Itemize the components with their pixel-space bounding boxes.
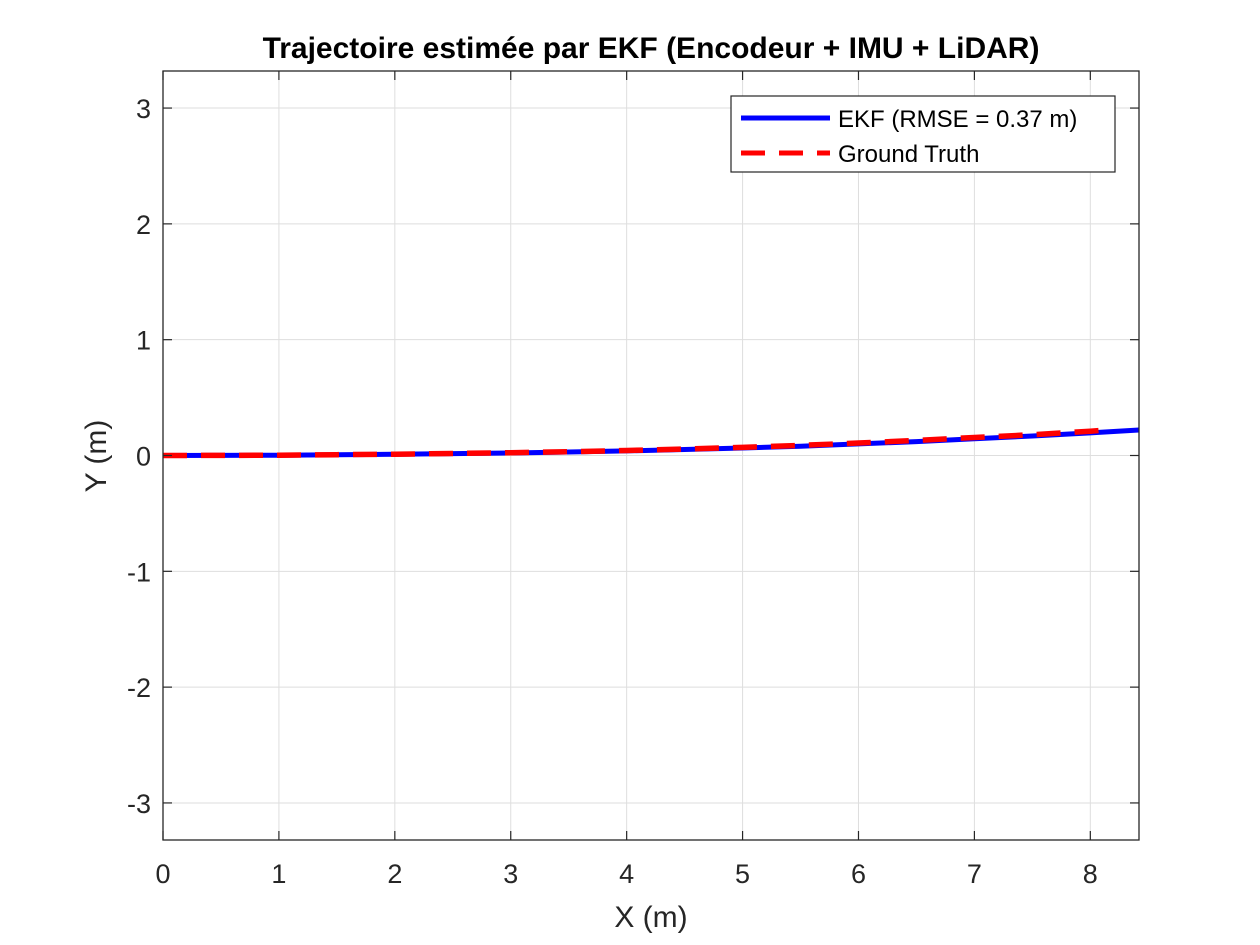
x-tick-label: 8	[1083, 859, 1098, 889]
x-axis-label: X (m)	[614, 901, 687, 934]
y-tick-label: 1	[136, 326, 151, 356]
series-line-ground-truth	[162, 427, 1103, 459]
y-tick-label: -3	[127, 789, 151, 819]
y-tick-label: -2	[127, 673, 151, 703]
axis-ticks: 0 1 2 3 4 5 6 7 8 -3 -2 -1 0 1 2 3	[127, 71, 1139, 889]
x-tick-label: 7	[967, 859, 982, 889]
y-tick-label: -1	[127, 557, 151, 587]
legend: EKF (RMSE = 0.37 m) Ground Truth	[730, 95, 1116, 173]
y-axis-label: Y (m)	[80, 420, 113, 493]
legend-box	[730, 95, 1116, 173]
series-lines	[162, 427, 1140, 459]
x-tick-label: 5	[735, 859, 750, 889]
chart-title: Trajectoire estimée par EKF (Encodeur + …	[263, 32, 1040, 65]
x-tick-label: 2	[387, 859, 402, 889]
x-tick-label: 6	[851, 859, 866, 889]
y-tick-label: 3	[136, 94, 151, 124]
legend-label-ground-truth: Ground Truth	[838, 141, 979, 168]
y-tick-label: 0	[136, 442, 151, 472]
x-tick-label: 3	[503, 859, 518, 889]
x-tick-label: 4	[619, 859, 634, 889]
y-tick-label: 2	[136, 210, 151, 240]
x-tick-label: 0	[155, 859, 170, 889]
legend-label-ekf: EKF (RMSE = 0.37 m)	[838, 106, 1077, 133]
x-tick-label: 1	[271, 859, 286, 889]
